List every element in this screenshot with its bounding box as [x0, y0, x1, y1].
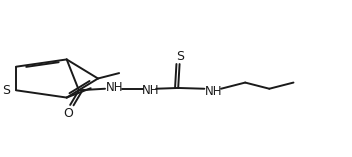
- Text: NH: NH: [205, 85, 223, 98]
- Text: NH: NH: [142, 84, 159, 97]
- Text: O: O: [63, 107, 73, 120]
- Text: S: S: [2, 84, 10, 97]
- Text: NH: NH: [106, 81, 124, 94]
- Text: S: S: [176, 50, 184, 62]
